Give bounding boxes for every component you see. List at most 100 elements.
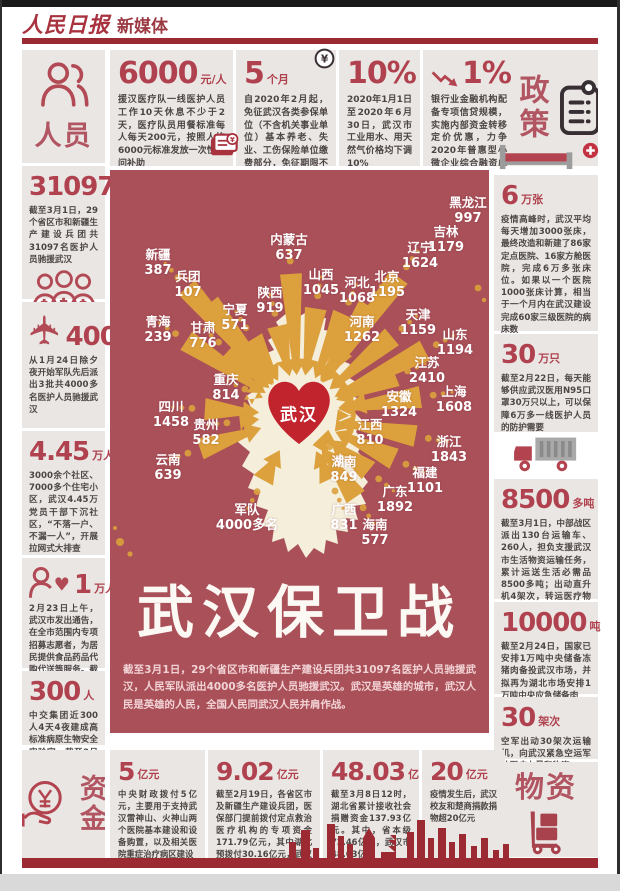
map-panel: 新疆 387 兵团 107 青海 239 甘肃 776 宁夏 571 陕西 919 内蒙古 637 山西 10…: [110, 170, 489, 733]
province-value: 1194: [436, 342, 474, 358]
province-label: 陕西 919: [256, 285, 284, 316]
province-value: 1101: [406, 480, 444, 496]
province-label: 湖南 849: [330, 454, 357, 485]
support-arrow: [321, 344, 352, 382]
province-name: 浙江: [436, 433, 462, 449]
province-value: 1892: [376, 499, 414, 515]
top-divider-bar: [22, 38, 598, 44]
policy-stat: 10% 2020年1月1日至2020年6月30日，武汉市工业用水、用天然气价格均下…: [339, 50, 420, 166]
province-name: 四川: [158, 398, 184, 414]
province-name: 云南: [155, 451, 181, 467]
stat-text: 疫情发生后，武汉校友和楚商捐款捐物超20亿元: [430, 789, 497, 823]
province-label: 广西 831: [330, 501, 357, 533]
support-arrow: [336, 365, 400, 404]
stat-text: 截至3月1日，中部战区派出130台运输车、260人，担负支援武汉市生活物资运输任…: [501, 519, 591, 614]
province-name: 广东: [382, 483, 408, 499]
province-value: 1159: [399, 322, 437, 338]
stat-value: 10000: [501, 608, 587, 638]
province-label: 安徽 1324: [381, 388, 417, 420]
province-label: 山东 1194: [436, 326, 474, 358]
stat-unit: 人: [83, 689, 95, 702]
province-name: 军队: [234, 501, 260, 517]
province-label: 宁夏 571: [221, 302, 248, 333]
support-arrow: [180, 331, 266, 393]
province-label: 天津 1159: [399, 307, 437, 338]
province-name: 黑龙江: [449, 194, 487, 210]
province-value: 1608: [435, 399, 473, 415]
province-label: 黑龙江 997: [449, 194, 487, 226]
supplies-stat: 10000 吨截至2月24日，国家已安排1万吨中央储备冻猪肉备投武汉市场，并拟再为…: [494, 602, 601, 701]
support-arrow: [335, 429, 399, 469]
svg-text:♥: ♥: [54, 574, 70, 595]
funding-stats-row: 5 亿元 中央财政拨付5亿元，主要用于支持武汉雷神山、火神山两个医院基本建设和设备购…: [110, 750, 508, 858]
stat-text: 截至2月22日，每天能够供应武汉医用N95口罩30万只以上，可以保障6万多一线医…: [501, 374, 591, 433]
section-supplies-header: 物资: [494, 762, 598, 857]
province-name: 内蒙古: [270, 231, 308, 247]
province-value: 1624: [401, 255, 439, 271]
province-label: 江西 810: [356, 416, 384, 448]
province-value: 2410: [408, 370, 446, 386]
personnel-stat: 4.45 万人 3000余个社区、7000多个住宅小区，武汉4.45万党员干部下沉社…: [22, 431, 114, 555]
policy-stat: 6000 元/人 援汉医疗队一线医护人员工作10天休息不少于2天，医疗队员用餐标准每…: [110, 50, 233, 166]
bottom-divider-bar: [22, 858, 598, 868]
province-value: 637: [275, 247, 303, 263]
support-arrow: [312, 309, 354, 379]
section-personnel-header: 人员: [22, 50, 105, 163]
city-skyline: [289, 820, 509, 862]
province-label: 内蒙古 637: [270, 231, 308, 263]
province-value: 1843: [430, 449, 468, 465]
policy-stat: 5 个月 自2020年2月起，免征武汉各类参保单位（不含机关事业单位）基本养老、失业…: [236, 50, 336, 166]
stat-text: 3000余个社区、7000多个住宅小区，武汉4.45万党员干部下沉社区，“不落一…: [29, 471, 98, 555]
stat-value: 9.02: [216, 757, 275, 786]
province-value: 919: [256, 300, 284, 316]
province-value: 814: [212, 387, 240, 403]
stat-text: 自2020年2月起，免征武汉各类参保单位（不含机关事业单位）基本养老、失业、工伤…: [244, 95, 328, 166]
section-funds-title: 资金: [75, 774, 105, 834]
stat-text: 2020年1月1日至2020年6月30日，武汉市工业用水、用天然气价格均下调10…: [347, 95, 412, 166]
province-name: 辽宁: [407, 239, 433, 255]
province-value: 997: [454, 210, 482, 226]
personnel-stat: 300人中交集团近300人4天4夜建成高标准病原生物安全实验室，截至3月2日，实…: [22, 671, 105, 830]
province-name: 广西: [331, 501, 357, 517]
stat-text: 疫情高峰时，武汉平均每天增加3000张床，最终改造和新建了86家定点医院、16家…: [501, 215, 591, 335]
stat-value: 31097: [29, 172, 115, 202]
masthead: 人民日报 新媒体: [22, 11, 168, 37]
province-label: 河南 1262: [344, 313, 380, 345]
province-value: 810: [356, 432, 384, 448]
province-name: 北京: [374, 268, 400, 284]
province-label: 吉林 1179: [428, 224, 464, 255]
province-name: 河南: [349, 313, 375, 329]
wuhan-heart: [268, 381, 330, 444]
supplies-stat: 30 万只 截至2月22日，每天能够供应武汉医用N95口罩30万只以上，可以保障6万…: [494, 334, 598, 433]
support-arrow: [253, 450, 281, 486]
support-arrow: [280, 273, 306, 376]
supplies-stat: 6 万张 疫情高峰时，武汉平均每天增加3000张床，最终改造和新建了86家定点医院、…: [494, 175, 598, 335]
province-label: 河北 1068: [339, 275, 375, 306]
volunteer-icon: ♥: [29, 566, 71, 598]
stat-unit: 吨: [589, 620, 601, 633]
province-name: 江苏: [414, 354, 440, 370]
province-name: 江西: [357, 416, 383, 432]
province-name: 山东: [442, 326, 468, 342]
stat-value: 20: [430, 757, 464, 786]
province-value: 1195: [368, 284, 406, 300]
province-label: 新疆 387: [144, 247, 172, 278]
wallet-icon: ¥: [210, 133, 241, 161]
stat-unit: 多吨: [572, 497, 595, 510]
stat-text: 从1月24日除夕夜开始军队先后派出3批共4000多名医护人员驰援武汉: [29, 356, 98, 415]
province-label: 浙江 1843: [430, 433, 468, 465]
stat-value: 6000: [118, 56, 198, 91]
stat-unit: 个月: [266, 73, 289, 86]
support-arrow: [312, 429, 345, 463]
province-value: 387: [144, 262, 172, 278]
funding-stat: 5 亿元 中央财政拨付5亿元，主要用于支持武汉雷神山、火神山两个医院基本建设和设备购…: [110, 750, 205, 858]
province-name: 安徽: [386, 388, 412, 404]
stat-unit: 亿元: [137, 768, 160, 781]
province-value: 639: [154, 467, 182, 483]
province-label: 北京 1195: [368, 268, 406, 300]
province-label: 上海 1608: [435, 384, 473, 415]
province-label: 海南 577: [361, 517, 388, 548]
peoples-daily-logo: 人民日报: [22, 12, 110, 37]
section-policy-title: 政策: [513, 74, 549, 142]
